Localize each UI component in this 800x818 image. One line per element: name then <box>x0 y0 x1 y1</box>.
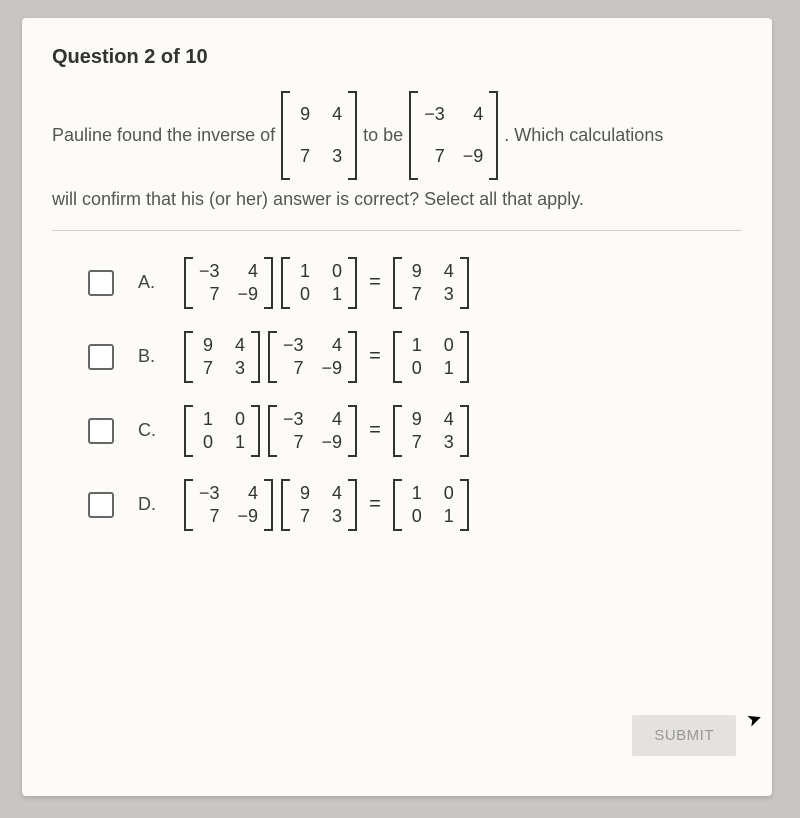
option-row[interactable]: C. 1001−347−9=9473 <box>88 405 742 457</box>
option-row[interactable]: B. 9473−347−9=1001 <box>88 331 742 383</box>
stem-text-4: will confirm that his (or her) answer is… <box>52 180 584 220</box>
option-equation: 9473−347−9=1001 <box>184 331 469 383</box>
submit-button[interactable]: SUBMIT <box>632 715 736 756</box>
checkbox[interactable] <box>88 418 114 444</box>
option-row[interactable]: A. −347−91001=9473 <box>88 257 742 309</box>
checkbox[interactable] <box>88 492 114 518</box>
divider <box>52 230 742 231</box>
option-equation: −347−99473=1001 <box>184 479 469 531</box>
option-label: B. <box>138 346 160 367</box>
mouse-cursor-icon: ➤ <box>744 707 765 732</box>
stem-text-2: to be <box>363 116 403 156</box>
checkbox[interactable] <box>88 344 114 370</box>
option-row[interactable]: D. −347−99473=1001 <box>88 479 742 531</box>
option-label: C. <box>138 420 160 441</box>
stem-text-1: Pauline found the inverse of <box>52 116 275 156</box>
option-label: D. <box>138 494 160 515</box>
question-number: Question 2 of 10 <box>52 46 742 69</box>
question-card: Question 2 of 10 Pauline found the inver… <box>22 18 772 796</box>
option-equation: −347−91001=9473 <box>184 257 469 309</box>
question-stem: Pauline found the inverse of 9473 to be … <box>52 91 742 220</box>
options-list: A. −347−91001=9473 B. 9473−347−9=1001 C. 1001… <box>52 257 742 531</box>
option-label: A. <box>138 272 160 293</box>
checkbox[interactable] <box>88 270 114 296</box>
option-equation: 1001−347−9=9473 <box>184 405 469 457</box>
stem-text-3: . Which calculations <box>504 116 663 156</box>
